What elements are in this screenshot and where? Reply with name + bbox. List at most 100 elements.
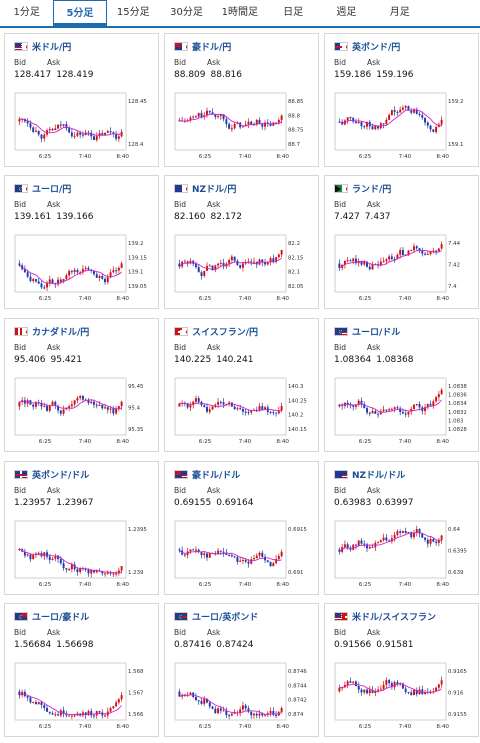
pair-link[interactable]: ユーロ/豪ドル bbox=[14, 610, 89, 623]
candlestick-chart[interactable]: 7.44 7.42 7.4 6:25 7:40 8:40 bbox=[334, 234, 478, 304]
pair-link[interactable]: ランド/円 bbox=[334, 182, 391, 195]
candlestick-chart[interactable]: 1.2395 1.239 6:25 7:40 8:40 bbox=[14, 520, 158, 590]
candle-body bbox=[418, 529, 421, 534]
tab-1[interactable]: 5分足 bbox=[53, 0, 107, 26]
candle-body bbox=[115, 133, 118, 139]
candle-body bbox=[385, 409, 388, 411]
ask-label: Ask bbox=[47, 343, 61, 352]
candle-body bbox=[29, 554, 32, 560]
candle-body bbox=[206, 407, 208, 412]
ask-value: 0.91581 bbox=[376, 640, 414, 650]
tab-6[interactable]: 週足 bbox=[336, 7, 357, 18]
pair-link[interactable]: 英ポンド/ドル bbox=[14, 468, 89, 481]
pair-link[interactable]: NZドル/円 bbox=[174, 182, 236, 195]
candlestick-chart[interactable]: 82.2 82.15 82.1 82.05 6:25 7:40 8:40 bbox=[174, 234, 318, 304]
bid-label: Bid bbox=[14, 486, 26, 495]
candle-body bbox=[73, 715, 76, 717]
pair-link[interactable]: 米ドル/円 bbox=[14, 40, 71, 53]
candlestick-chart[interactable]: 159.2 159.1 6:25 7:40 8:40 bbox=[334, 92, 478, 162]
candle-body bbox=[371, 126, 374, 130]
tab-4[interactable]: 1時間足 bbox=[221, 7, 259, 18]
candle-body bbox=[421, 689, 424, 695]
candle-body bbox=[269, 411, 272, 413]
tab-3[interactable]: 30分足 bbox=[170, 7, 203, 18]
candlestick-chart[interactable]: 88.85 88.8 88.75 88.7 6:25 7:40 8:40 bbox=[174, 92, 318, 162]
candlestick-chart[interactable]: 139.2 139.15 139.1 139.05 6:25 7:40 8:40 bbox=[14, 234, 158, 304]
candle-body bbox=[382, 261, 385, 263]
candle-body bbox=[48, 405, 51, 411]
rate-card: カナダドル/円 Bid Ask 95.406 95.421 95.45 95.4 95.35 6… bbox=[4, 318, 159, 452]
pair-link[interactable]: 豪ドル/ドル bbox=[174, 468, 240, 481]
candle-body bbox=[250, 410, 253, 413]
candlestick-chart[interactable]: 140.3 140.25 140.2 140.15 6:25 7:40 8:40 bbox=[174, 377, 318, 447]
candle-body bbox=[253, 124, 255, 126]
candle-body bbox=[371, 546, 374, 548]
candle-body bbox=[244, 262, 247, 264]
tab-5[interactable]: 日足 bbox=[283, 7, 304, 18]
candle-body bbox=[404, 254, 407, 256]
x-tick-label: 7:40 bbox=[399, 439, 412, 445]
ask-value: 128.419 bbox=[56, 70, 94, 80]
y-tick-label: 95.4 bbox=[128, 406, 141, 412]
tab-2[interactable]: 15分足 bbox=[116, 7, 150, 18]
candle-body bbox=[26, 696, 29, 698]
candle-body bbox=[424, 407, 427, 412]
candle-body bbox=[401, 107, 404, 110]
candle-body bbox=[46, 405, 48, 411]
candle-body bbox=[194, 398, 197, 402]
candle-body bbox=[87, 569, 90, 574]
pair-link[interactable]: ユーロ/英ポンド bbox=[174, 610, 258, 623]
y-tick-label: 88.7 bbox=[288, 142, 300, 148]
candle-body bbox=[208, 702, 211, 707]
candle-body bbox=[18, 549, 21, 551]
candlestick-chart[interactable]: 0.64 0.6395 0.639 6:25 7:40 8:40 bbox=[334, 520, 478, 590]
candle-body bbox=[37, 552, 40, 554]
x-tick-label: 8:40 bbox=[116, 582, 129, 588]
candlestick-chart[interactable]: 0.6915 0.691 6:25 7:40 8:40 bbox=[174, 520, 318, 590]
candle-body bbox=[404, 530, 407, 534]
candle-body bbox=[426, 122, 429, 126]
ask-value: 159.196 bbox=[376, 70, 414, 80]
pair-link[interactable]: ユーロ/円 bbox=[14, 182, 71, 195]
pair-link[interactable]: 米ドル/スイスフラン bbox=[334, 610, 436, 623]
candle-body bbox=[410, 532, 413, 538]
candle-body bbox=[418, 248, 421, 251]
tab-7[interactable]: 月足 bbox=[389, 7, 410, 18]
ask-label: Ask bbox=[207, 200, 221, 209]
candle-body bbox=[363, 689, 366, 693]
candle-body bbox=[32, 127, 35, 132]
candle-body bbox=[357, 540, 360, 546]
pair-link[interactable]: カナダドル/円 bbox=[14, 325, 89, 338]
candle-body bbox=[388, 256, 391, 260]
candlestick-chart[interactable]: 1.568 1.567 1.566 6:25 7:40 8:40 bbox=[14, 662, 158, 732]
ask-label: Ask bbox=[207, 58, 221, 67]
candlestick-chart[interactable]: 128.45 128.4 6:25 7:40 8:40 bbox=[14, 92, 158, 162]
y-tick-label: 0.6915 bbox=[288, 527, 307, 533]
pair-link[interactable]: 豪ドル/円 bbox=[174, 40, 231, 53]
candle-body bbox=[79, 132, 82, 135]
candle-body bbox=[194, 549, 197, 551]
candle-body bbox=[112, 706, 115, 709]
candle-body bbox=[115, 408, 118, 414]
chart-frame bbox=[334, 92, 447, 151]
candlestick-chart[interactable]: 0.9165 0.916 0.9155 6:25 7:40 8:40 bbox=[334, 662, 478, 732]
candlestick-chart[interactable]: 1.0838 1.0836 1.0834 1.0832 1.083 1.0828 6:25 7… bbox=[334, 377, 478, 447]
pair-link[interactable]: スイスフラン/円 bbox=[174, 325, 258, 338]
y-tick-label: 1.2395 bbox=[128, 527, 147, 533]
candle-body bbox=[385, 537, 388, 541]
tab-0[interactable]: 1分足 bbox=[13, 7, 40, 18]
candle-body bbox=[79, 568, 82, 573]
candle-body bbox=[250, 711, 253, 716]
pair-link[interactable]: ユーロ/ドル bbox=[334, 325, 400, 338]
y-tick-label: 0.916 bbox=[448, 691, 464, 697]
candle-body bbox=[81, 269, 84, 273]
candle-body bbox=[396, 407, 399, 409]
pair-link[interactable]: NZドル/ドル bbox=[334, 468, 405, 481]
y-tick-label: 82.1 bbox=[288, 270, 300, 276]
pair-link[interactable]: 英ポンド/円 bbox=[334, 40, 400, 53]
bid-value: 139.161 bbox=[14, 212, 52, 222]
candle-body bbox=[236, 260, 239, 265]
y-tick-label: 7.44 bbox=[448, 241, 461, 247]
candlestick-chart[interactable]: 95.45 95.4 95.35 6:25 7:40 8:40 bbox=[14, 377, 158, 447]
candlestick-chart[interactable]: 0.8746 0.8744 0.8742 0.874 6:25 7:40 8:40 bbox=[174, 662, 318, 732]
